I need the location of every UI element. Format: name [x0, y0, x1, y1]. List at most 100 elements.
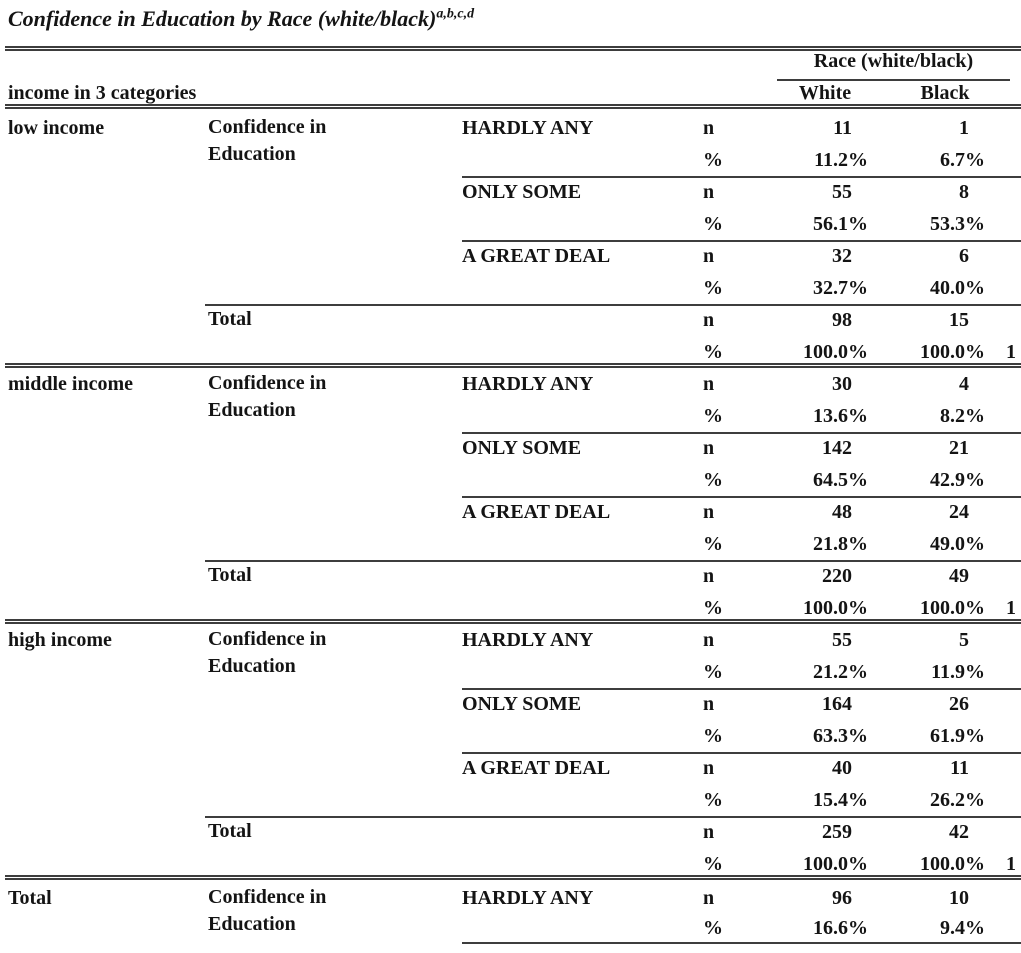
- level-label: ONLY SOME: [462, 693, 582, 715]
- table-row: % 64.5% 42.9%: [0, 466, 1021, 497]
- table-row: % 21.2% 11.9%: [0, 658, 1021, 689]
- level-label: A GREAT DEAL: [462, 757, 611, 779]
- count-black: 21: [949, 437, 969, 459]
- level-label: HARDLY ANY: [462, 117, 594, 139]
- table-row: Total n 259 42: [0, 818, 1021, 849]
- table-row: % 56.1% 53.3%: [0, 210, 1021, 241]
- row-dimension-label: income in 3 categories: [8, 82, 197, 104]
- percent-black: 8.2%: [940, 405, 985, 427]
- level-label: HARDLY ANY: [462, 887, 594, 909]
- stat-label-pct: %: [703, 405, 723, 427]
- count-white: 96: [832, 887, 852, 909]
- percent-black: 53.3%: [930, 213, 985, 235]
- rule-subtotal-separator: [205, 816, 1021, 818]
- table-row: Total n 98 15: [0, 306, 1021, 337]
- count-black: 24: [949, 501, 969, 523]
- count-black: 26: [949, 693, 969, 715]
- percent-white: 32.7%: [813, 277, 868, 299]
- table-row: % 63.3% 61.9%: [0, 722, 1021, 753]
- percent-black: 9.4%: [940, 917, 985, 939]
- income-label: low income: [8, 117, 105, 139]
- percent-white: 100.0%: [803, 341, 868, 363]
- count-black: 8: [959, 181, 969, 203]
- level-label: ONLY SOME: [462, 181, 582, 203]
- count-white: 55: [832, 181, 852, 203]
- confidence-label: Confidence in Education: [208, 370, 458, 424]
- level-label: HARDLY ANY: [462, 629, 594, 651]
- table-row: A GREAT DEAL n 48 24: [0, 498, 1021, 529]
- stat-label-pct: %: [703, 597, 723, 619]
- count-black: 55: [875, 946, 985, 953]
- percent-black: 11.9%: [931, 661, 985, 683]
- percent-white: 15.4%: [813, 789, 868, 811]
- stat-label-pct: %: [703, 213, 723, 235]
- count-black: 5: [959, 629, 969, 651]
- stat-label-pct: %: [703, 533, 723, 555]
- count-black: 4: [959, 373, 969, 395]
- rule-subtotal-separator: [205, 560, 1021, 562]
- percent-white: 21.8%: [813, 533, 868, 555]
- table-row: % 100.0% 100.0% 1: [0, 594, 1021, 625]
- confidence-label-line1: Confidence in: [208, 372, 327, 394]
- percent-white: 21.2%: [813, 661, 868, 683]
- stat-label-pct: %: [703, 917, 723, 939]
- count-white: 220: [822, 565, 852, 587]
- rule-level-separator: [462, 752, 1021, 754]
- count-white: 361: [740, 946, 868, 953]
- percent-black: 40.0%: [930, 277, 985, 299]
- table-row: low income Confidence in Education HARDLY…: [0, 114, 1021, 165]
- subtotal-label: Total: [208, 820, 252, 842]
- confidence-label-line1: Confidence in: [208, 116, 327, 138]
- count-black: 10: [949, 887, 969, 909]
- table-row: A GREAT DEAL n 40 11: [0, 754, 1021, 785]
- stat-label-pct: %: [703, 149, 723, 171]
- count-black: 11: [950, 757, 969, 779]
- clipped-total-column-fragment: 1: [1006, 597, 1016, 619]
- level-label: ONLY SOME: [462, 437, 582, 459]
- table-row: high income Confidence in Education HARDL…: [0, 626, 1021, 677]
- percent-black: 6.7%: [940, 149, 985, 171]
- stat-label-n: n: [703, 693, 715, 715]
- stat-label-n: n: [703, 501, 715, 523]
- table-row: ONLY SOME n 164 26: [0, 690, 1021, 721]
- confidence-label-line2: Education: [208, 913, 296, 935]
- confidence-label-line2: Education: [208, 655, 296, 677]
- count-white: 30: [832, 373, 852, 395]
- rule-col-group-underline: [777, 79, 1010, 81]
- stat-label-n: n: [703, 117, 715, 139]
- level-label: A GREAT DEAL: [462, 245, 611, 267]
- table-row: % 21.8% 49.0%: [0, 530, 1021, 561]
- count-white: 98: [832, 309, 852, 331]
- rule-section-separator: [5, 619, 1021, 624]
- confidence-label-line1: Confidence in: [208, 886, 327, 908]
- col-header-white: White: [798, 82, 852, 104]
- table-row: % 15.4% 26.2%: [0, 786, 1021, 817]
- table-row: middle income Confidence in Education HAR…: [0, 370, 1021, 421]
- confidence-label-line2: Education: [208, 143, 296, 165]
- confidence-label: Confidence in Education: [208, 114, 458, 168]
- stat-label-pct: %: [703, 853, 723, 875]
- stat-label-pct: %: [703, 725, 723, 747]
- confidence-label: Confidence in Education: [208, 626, 458, 680]
- table-row: % 11.2% 6.7%: [0, 146, 1021, 177]
- percent-white: 11.2%: [814, 149, 868, 171]
- stat-label-n: n: [703, 629, 715, 651]
- percent-black: 61.9%: [930, 725, 985, 747]
- stat-label-n: n: [703, 821, 715, 843]
- stat-label-pct: %: [703, 469, 723, 491]
- table-row: Total n 220 49: [0, 562, 1021, 593]
- table-row: % 32.7% 40.0%: [0, 274, 1021, 305]
- percent-white: 100.0%: [803, 853, 868, 875]
- rule-level-separator: [462, 176, 1021, 178]
- count-black: 15: [949, 309, 969, 331]
- rule-subtotal-separator: [205, 304, 1021, 306]
- percent-white: 63.3%: [813, 725, 868, 747]
- clipped-total-column-fragment: 1: [1006, 341, 1016, 363]
- percent-black: 26.2%: [930, 789, 985, 811]
- rule-level-separator: [462, 942, 1021, 944]
- table-row: % 100.0% 100.0% 1: [0, 850, 1021, 881]
- table-row: A GREAT DEAL n 32 6: [0, 242, 1021, 273]
- rule-level-separator: [462, 496, 1021, 498]
- rule-section-separator: [5, 363, 1021, 368]
